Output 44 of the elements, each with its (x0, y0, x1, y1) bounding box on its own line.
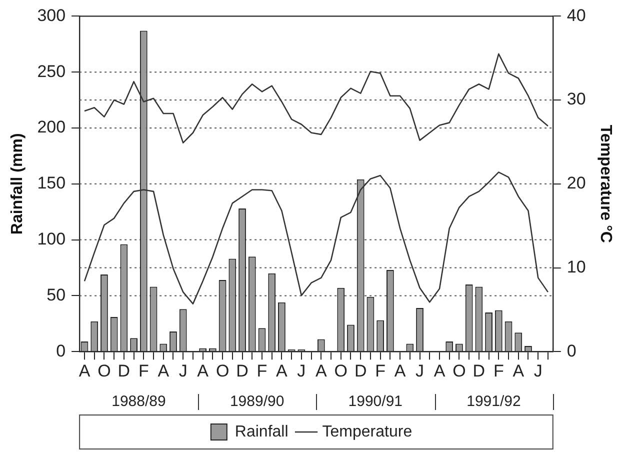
x-tick-label: F (256, 361, 268, 380)
y2-tick-label: 40 (566, 6, 586, 25)
x-tick-label: F (138, 361, 149, 380)
x-tick-label: O (334, 361, 348, 380)
y-axis-title: Rainfall (mm) (9, 133, 26, 235)
x-tick-label: J (297, 361, 306, 380)
y2-tick-label: 10 (566, 257, 586, 276)
y-tick-label: 200 (37, 118, 66, 137)
y2-tick-label: 20 (566, 174, 586, 193)
x-tick-label: A (315, 361, 328, 380)
y-tick-label: 50 (46, 285, 66, 304)
text: 1988/89 (112, 393, 166, 410)
x-tick-label: J (416, 361, 424, 380)
x-tick-label: J (534, 361, 542, 380)
x-tick-label: A (434, 361, 446, 380)
y-tick-label: 100 (37, 229, 66, 248)
x-tick-label: O (98, 361, 111, 380)
y-tick-label: 250 (37, 62, 66, 81)
x-tick-label: D (118, 361, 130, 380)
x-tick-label: A (78, 361, 91, 380)
x-tick-label: O (216, 361, 230, 380)
x-tick-label: A (276, 361, 288, 380)
x-tick-label: A (158, 361, 170, 380)
x-tick-label: A (512, 361, 525, 380)
y2-tick-label: 30 (566, 90, 586, 109)
y-tick-label: 0 (56, 341, 66, 360)
x-tick-label: D (236, 361, 248, 380)
legend-label: Temperature (322, 423, 412, 440)
x-tick-label: O (452, 361, 466, 380)
y-tick-label: 150 (37, 174, 66, 193)
x-tick-label: F (493, 361, 504, 380)
x-tick-label: D (472, 361, 486, 380)
x-tick-label: D (354, 361, 367, 380)
y2-axis-title: Temperature °C (596, 124, 614, 244)
x-tick-label: A (394, 361, 406, 380)
y-tick-label: 300 (37, 6, 66, 25)
text: 1989/90 (230, 393, 284, 410)
x-tick-label: J (178, 361, 188, 380)
text: 1990/91 (348, 393, 403, 410)
x-tick-label: A (197, 361, 210, 380)
text: 1991/92 (466, 393, 521, 410)
legend-label: Rainfall (234, 423, 288, 440)
y2-tick-label: 0 (566, 341, 576, 360)
x-tick-label: F (375, 361, 386, 380)
